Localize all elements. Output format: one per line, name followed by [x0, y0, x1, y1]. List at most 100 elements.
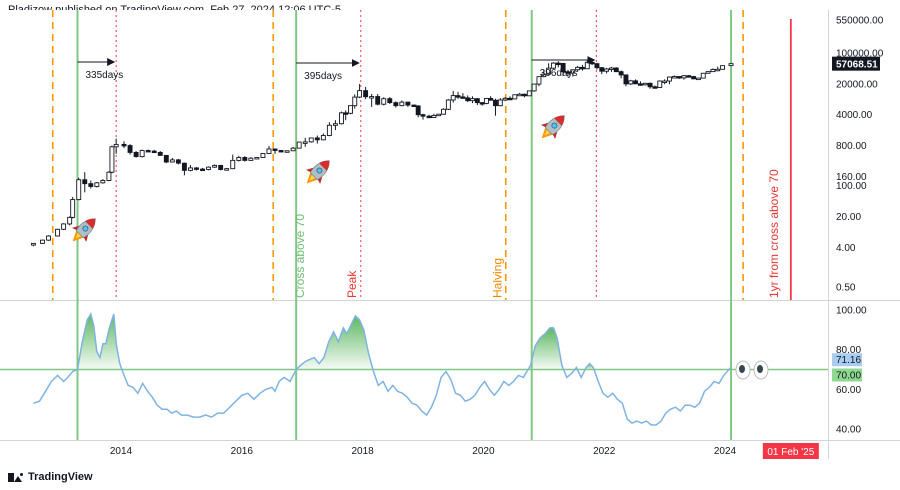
time-tick-label: 2024 — [714, 446, 737, 457]
candle-body — [642, 82, 648, 86]
time-tick-label: 2020 — [472, 446, 495, 457]
rsi-tick-label: 80.00 — [836, 345, 861, 356]
candle-body — [278, 150, 284, 153]
price-tick-label: 0.50 — [836, 283, 856, 294]
rsi-overbought-fill-1 — [77, 314, 122, 370]
annotations: 335days 395days 396days Cross above 70 Peak H… — [71, 56, 781, 380]
candle-body — [302, 141, 308, 144]
projection-date-badge — [762, 443, 819, 459]
candle — [139, 149, 145, 158]
candle-body — [517, 93, 523, 97]
candle-body — [109, 146, 115, 173]
rocket-icon-3 — [540, 115, 565, 140]
candle — [565, 69, 571, 77]
candle-body — [507, 97, 513, 101]
candle — [194, 167, 199, 171]
candle — [82, 172, 88, 193]
candle-body — [139, 150, 145, 158]
candle-body — [512, 94, 518, 100]
candle-body — [522, 93, 527, 97]
candle — [411, 104, 417, 108]
candle — [248, 157, 254, 161]
rsi-value-label: 71.16 — [836, 355, 861, 366]
candle-body — [352, 96, 358, 107]
candle-body — [637, 83, 643, 86]
candle-body — [618, 71, 624, 76]
candle-body — [431, 114, 437, 118]
interval-label-2: 395days — [304, 71, 342, 82]
candle — [188, 165, 193, 172]
candle-body — [604, 68, 610, 72]
candle — [127, 144, 133, 155]
candle-body — [613, 67, 619, 73]
candle — [375, 94, 381, 106]
candle — [604, 67, 610, 74]
candle — [666, 76, 672, 85]
candle-body — [363, 90, 369, 98]
candle — [420, 113, 426, 120]
candle-body — [55, 228, 61, 237]
candle-body — [599, 67, 605, 72]
panes — [0, 10, 900, 459]
projection-label: 1yr from cross above 70 — [767, 169, 781, 298]
candle-body — [470, 98, 475, 102]
candle — [623, 74, 629, 87]
candle — [594, 63, 600, 70]
candle-body — [76, 179, 82, 201]
candle-body — [181, 162, 187, 171]
candle-body — [671, 76, 677, 79]
candle — [555, 61, 561, 68]
candle-body — [441, 108, 446, 115]
candle-body — [339, 112, 344, 125]
candle — [133, 151, 139, 158]
price-tick-label: 160.00 — [836, 172, 867, 183]
last-price-label: 57068.51 — [836, 60, 878, 71]
candle-body — [194, 167, 199, 170]
candle-body — [657, 80, 663, 88]
candle — [657, 80, 663, 88]
candle — [507, 96, 513, 101]
price-tick-label: 550000.00 — [836, 16, 884, 27]
candle — [67, 216, 73, 226]
candle — [88, 180, 94, 189]
rsi-fills — [77, 314, 731, 370]
price-tick-label: 4000.00 — [836, 110, 873, 121]
price-tick-label: 100000.00 — [836, 48, 884, 59]
candle-body — [695, 77, 701, 81]
candle-body — [565, 71, 571, 74]
candle-body — [272, 148, 278, 151]
candle-body — [652, 86, 658, 89]
candle — [224, 167, 230, 171]
candle — [526, 90, 532, 97]
candle-body — [555, 62, 561, 66]
candle — [483, 97, 489, 105]
rsi-value-badge — [832, 353, 862, 367]
candle — [642, 82, 648, 86]
candles — [30, 60, 734, 247]
candle — [352, 94, 358, 109]
candle-body — [445, 99, 451, 110]
candle-body — [676, 76, 682, 79]
candle — [488, 96, 494, 101]
candle — [46, 235, 51, 241]
candle-body — [647, 82, 653, 88]
candle-body — [531, 83, 537, 92]
candle — [308, 137, 314, 143]
time-tick-label: 2016 — [231, 446, 254, 457]
candle-body — [157, 151, 163, 156]
candle — [278, 150, 284, 153]
candle — [517, 92, 523, 97]
candle-body — [560, 63, 566, 73]
candle-body — [728, 63, 734, 67]
candle-body — [266, 148, 272, 154]
candle-body — [681, 75, 687, 79]
candle — [512, 94, 518, 100]
price-tick-label: 20.00 — [836, 212, 861, 223]
candle-body — [296, 141, 302, 149]
candle-body — [326, 124, 332, 136]
candle — [399, 100, 405, 107]
candle — [705, 71, 711, 74]
candle — [441, 108, 446, 115]
candle — [691, 75, 697, 80]
